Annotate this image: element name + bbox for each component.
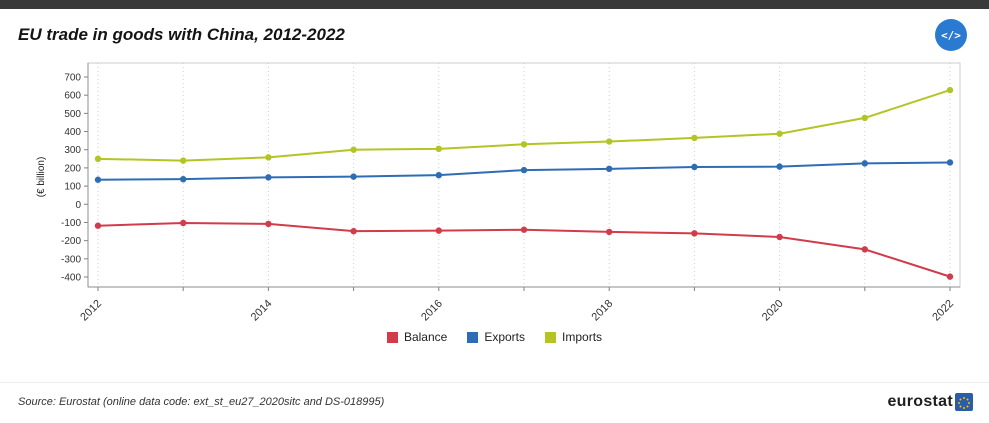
legend-swatch-balance <box>386 331 398 343</box>
x-tick-label: 2020 <box>760 298 786 323</box>
data-point-imports <box>350 146 357 153</box>
chart-svg: 2012 2014 2016 2018 2020 2022 700 600 500 400 300 2… <box>36 62 961 323</box>
y-tick-label: -100 <box>61 218 81 229</box>
y-tick-label: 600 <box>64 91 81 102</box>
data-point-imports <box>606 138 613 145</box>
y-tick-label: -200 <box>61 236 81 247</box>
data-point-balance <box>606 228 613 236</box>
legend-label-exports: Exports <box>484 330 526 344</box>
data-point-imports <box>861 114 868 122</box>
data-point-balance <box>691 230 698 237</box>
x-tick-label: 2014 <box>249 298 275 323</box>
y-tick-label: -400 <box>61 273 81 284</box>
chart-container: 2012 2014 2016 2018 2020 2022 700 600 500 400 300 2… <box>0 55 989 328</box>
data-point-exports <box>946 159 954 166</box>
y-tick-label: 0 <box>75 200 81 211</box>
data-point-balance <box>520 226 528 233</box>
footer: Source: Eurostat (online data code: ext_… <box>0 382 989 423</box>
data-point-imports <box>946 86 954 94</box>
y-tick-label: 300 <box>64 145 81 156</box>
data-point-imports <box>265 154 272 161</box>
data-point-exports <box>606 165 613 173</box>
data-point-exports <box>350 173 357 180</box>
data-point-exports <box>691 163 698 171</box>
data-point-balance <box>946 273 954 280</box>
data-point-imports <box>776 130 783 137</box>
legend-swatch-imports <box>545 331 557 343</box>
legend-label-balance: Balance <box>403 330 448 344</box>
y-tick-label: 500 <box>64 109 81 120</box>
data-point-exports <box>94 176 102 183</box>
legend-label-imports: Imports <box>562 330 603 344</box>
data-point-exports <box>776 163 783 170</box>
data-point-imports <box>94 155 102 163</box>
data-point-exports <box>435 171 442 179</box>
embed-code-button[interactable]: </> <box>935 19 967 51</box>
data-point-exports <box>861 160 868 167</box>
legend-item-imports[interactable]: Imports <box>545 330 602 344</box>
data-point-balance <box>350 227 357 235</box>
x-tick-label: 2018 <box>590 298 616 323</box>
data-point-exports <box>520 166 528 174</box>
x-tick-label: 2022 <box>930 298 956 323</box>
legend-item-exports[interactable]: Exports <box>467 330 525 344</box>
y-tick-label: 100 <box>64 182 81 193</box>
data-point-balance <box>435 227 442 234</box>
y-tick-label: 400 <box>64 127 81 138</box>
eurostat-logo-text: eurostat <box>887 393 953 410</box>
data-point-imports <box>691 134 698 142</box>
data-point-exports <box>265 174 272 181</box>
y-axis-label: (€ billion) <box>36 157 47 198</box>
top-bar <box>0 0 989 9</box>
data-point-balance <box>265 220 272 228</box>
x-tick-label: 2012 <box>78 298 104 323</box>
data-point-balance <box>180 219 187 227</box>
legend-item-balance[interactable]: Balance <box>386 330 448 344</box>
source-note: Source: Eurostat (online data code: ext_… <box>18 396 385 408</box>
data-point-balance <box>776 233 783 241</box>
y-tick-label: -300 <box>61 254 81 265</box>
eurostat-logo: eurostat <box>887 393 973 411</box>
data-point-imports <box>520 141 528 148</box>
header: EU trade in goods with China, 2012-2022 … <box>0 9 989 51</box>
eu-stars-icon <box>955 393 973 411</box>
data-point-balance <box>861 246 868 253</box>
x-tick-label: 2016 <box>419 298 445 323</box>
y-tick-label: 700 <box>64 73 81 84</box>
data-point-exports <box>180 175 187 183</box>
page-title: EU trade in goods with China, 2012-2022 <box>18 25 345 44</box>
legend: Balance Exports Imports <box>0 330 989 344</box>
data-point-imports <box>435 145 442 153</box>
legend-swatch-exports <box>467 331 479 343</box>
data-point-balance <box>94 222 102 229</box>
data-point-imports <box>180 157 187 164</box>
y-tick-label: 200 <box>64 163 81 174</box>
